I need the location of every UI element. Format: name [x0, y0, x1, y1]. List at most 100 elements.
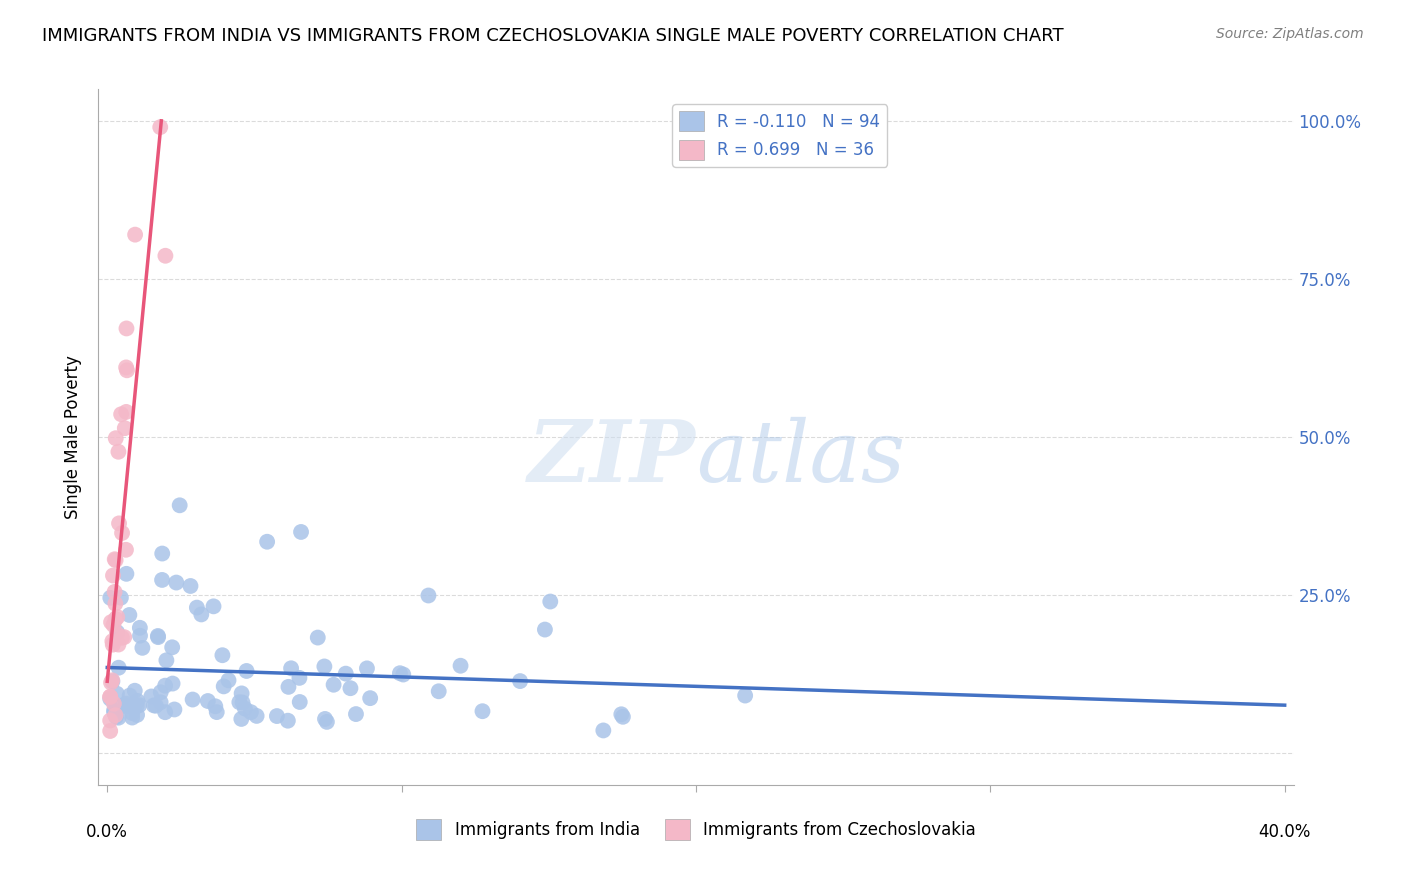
- Point: [233, 701, 256, 715]
- Point: [103, 706, 125, 720]
- Point: [314, 712, 336, 726]
- Point: [307, 631, 329, 645]
- Point: [107, 711, 129, 725]
- Point: [104, 553, 127, 567]
- Point: [104, 708, 127, 723]
- Point: [100, 675, 122, 690]
- Point: [418, 589, 440, 603]
- Point: [111, 631, 134, 645]
- Point: [211, 648, 233, 663]
- Point: [212, 679, 235, 693]
- Point: [471, 704, 494, 718]
- Point: [246, 709, 269, 723]
- Point: [277, 680, 299, 694]
- Point: [98, 690, 121, 704]
- Point: [101, 568, 124, 582]
- Point: [115, 697, 138, 711]
- Point: [98, 714, 121, 728]
- Text: atlas: atlas: [696, 417, 905, 500]
- Point: [231, 686, 253, 700]
- Point: [162, 676, 184, 690]
- Point: [98, 690, 121, 704]
- Point: [112, 630, 135, 644]
- Point: [107, 444, 129, 458]
- Point: [128, 698, 150, 713]
- Point: [392, 667, 415, 681]
- Point: [115, 542, 138, 557]
- Point: [335, 666, 357, 681]
- Legend: Immigrants from India, Immigrants from Czechoslovakia: Immigrants from India, Immigrants from C…: [409, 813, 983, 847]
- Point: [98, 691, 121, 706]
- Point: [105, 710, 128, 724]
- Point: [228, 695, 250, 709]
- Point: [202, 599, 225, 614]
- Point: [104, 552, 127, 566]
- Point: [190, 607, 212, 622]
- Point: [121, 706, 143, 720]
- Point: [149, 120, 172, 135]
- Point: [127, 694, 149, 708]
- Point: [101, 673, 124, 688]
- Point: [734, 689, 756, 703]
- Point: [118, 689, 141, 703]
- Point: [98, 591, 121, 605]
- Text: IMMIGRANTS FROM INDIA VS IMMIGRANTS FROM CZECHOSLOVAKIA SINGLE MALE POVERTY CORR: IMMIGRANTS FROM INDIA VS IMMIGRANTS FROM…: [42, 27, 1064, 45]
- Point: [114, 421, 136, 435]
- Point: [204, 699, 226, 714]
- Point: [107, 638, 129, 652]
- Point: [450, 658, 472, 673]
- Point: [100, 615, 122, 629]
- Point: [509, 674, 531, 689]
- Point: [169, 498, 191, 512]
- Point: [121, 710, 143, 724]
- Point: [125, 698, 148, 713]
- Point: [131, 640, 153, 655]
- Point: [146, 630, 169, 644]
- Point: [592, 723, 614, 738]
- Point: [104, 597, 127, 611]
- Point: [118, 607, 141, 622]
- Point: [266, 709, 288, 723]
- Point: [155, 653, 177, 667]
- Point: [141, 690, 163, 704]
- Point: [103, 697, 125, 711]
- Point: [101, 674, 124, 689]
- Point: [124, 227, 146, 242]
- Point: [339, 681, 361, 696]
- Point: [129, 629, 152, 643]
- Point: [125, 707, 148, 722]
- Point: [110, 407, 132, 421]
- Point: [280, 661, 302, 675]
- Point: [142, 698, 165, 713]
- Point: [388, 666, 411, 681]
- Point: [534, 623, 557, 637]
- Point: [153, 705, 176, 719]
- Point: [160, 640, 183, 655]
- Point: [235, 664, 257, 678]
- Point: [356, 661, 378, 675]
- Point: [104, 612, 127, 626]
- Point: [103, 618, 125, 632]
- Text: 0.0%: 0.0%: [86, 823, 128, 841]
- Y-axis label: Single Male Poverty: Single Male Poverty: [65, 355, 83, 519]
- Point: [107, 661, 129, 675]
- Point: [359, 691, 381, 706]
- Point: [314, 659, 336, 673]
- Point: [105, 625, 128, 640]
- Point: [155, 249, 177, 263]
- Text: ZIP: ZIP: [529, 417, 696, 500]
- Point: [146, 629, 169, 643]
- Point: [205, 705, 228, 719]
- Point: [315, 714, 337, 729]
- Point: [150, 547, 173, 561]
- Text: Source: ZipAtlas.com: Source: ZipAtlas.com: [1216, 27, 1364, 41]
- Point: [163, 702, 186, 716]
- Point: [105, 687, 128, 701]
- Point: [231, 696, 253, 710]
- Point: [103, 703, 125, 717]
- Point: [186, 600, 208, 615]
- Point: [277, 714, 299, 728]
- Point: [115, 321, 138, 335]
- Point: [145, 698, 167, 713]
- Point: [114, 698, 136, 713]
